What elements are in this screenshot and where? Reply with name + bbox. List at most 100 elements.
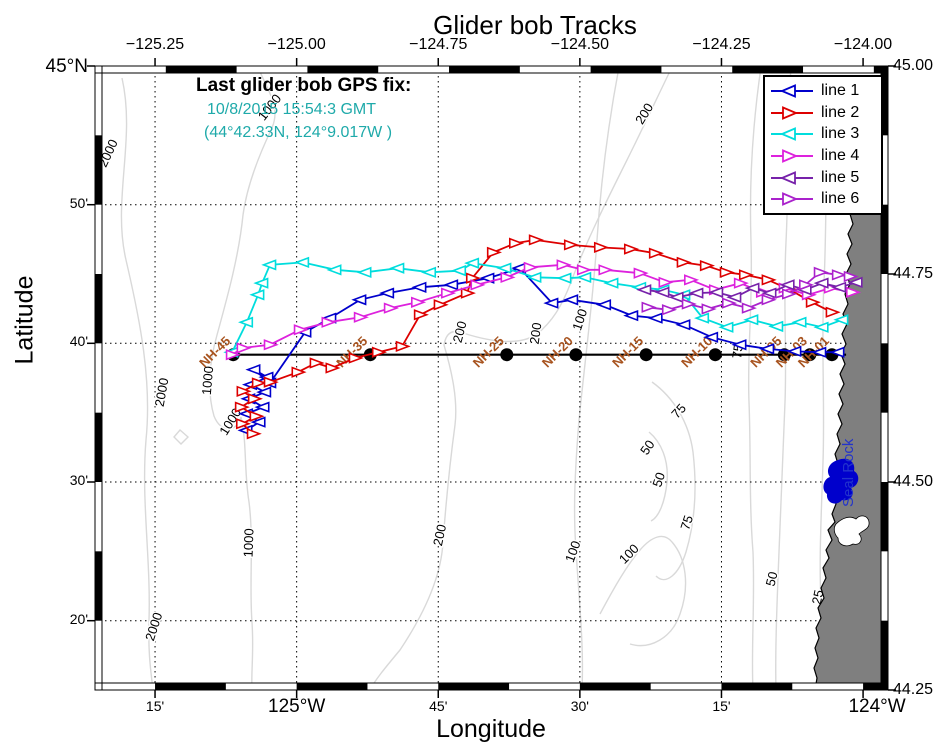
glider-track-line-5 xyxy=(636,276,863,303)
x-axis-label: Longitude xyxy=(436,715,546,743)
glider-track-line-4 xyxy=(225,259,862,361)
left-tick-label: 30' xyxy=(69,472,88,488)
right-triangle-marker-icon xyxy=(719,266,735,278)
depth-contour-label: 1000 xyxy=(241,528,257,557)
left-triangle-marker-icon xyxy=(603,277,619,289)
top-tick-label: −125.25 xyxy=(125,36,185,53)
bathymetry-contours xyxy=(120,66,830,690)
right-triangle-marker-icon xyxy=(684,274,700,286)
left-triangle-marker-icon xyxy=(563,294,579,306)
left-triangle-marker-icon xyxy=(779,279,795,291)
right-triangle-marker-icon xyxy=(235,418,252,430)
right-triangle-marker-icon xyxy=(623,243,640,255)
left-triangle-marker-icon xyxy=(718,321,734,333)
right-triangle-marker-icon xyxy=(395,340,411,353)
left-triangle-marker-icon xyxy=(623,309,639,322)
seal-rock-marker xyxy=(823,458,859,504)
left-triangle-marker-icon xyxy=(688,287,704,299)
right-triangle-marker-icon xyxy=(523,261,539,273)
right-tick-label: 44.50 xyxy=(893,473,934,490)
legend-line-sample xyxy=(771,105,813,120)
depth-contour-label: 2000 xyxy=(152,377,172,408)
left-triangle-marker-icon xyxy=(847,276,863,288)
gps-fix-position: (44°42.33N, 124°9.017W ) xyxy=(204,124,393,141)
right-triangle-marker-icon xyxy=(593,241,610,254)
right-triangle-marker-icon xyxy=(699,260,715,272)
right-triangle-marker-icon xyxy=(246,428,262,440)
left-triangle-marker-icon xyxy=(761,287,777,299)
right-triangle-marker-icon xyxy=(846,286,862,298)
left-triangle-marker-icon xyxy=(831,281,847,293)
legend-label: line 4 xyxy=(821,146,860,164)
legend-label: line 1 xyxy=(821,81,860,99)
legend: line 1 line 2 line 3 line 4 line 5 line 6 xyxy=(763,75,883,215)
seal-rock-label: Seal Rock xyxy=(840,438,857,507)
right-triangle-marker-icon xyxy=(598,264,614,276)
left-triangle-marker-icon xyxy=(829,346,845,358)
bottom-tick-label: 30' xyxy=(570,698,589,714)
right-triangle-marker-icon xyxy=(782,288,798,300)
left-triangle-icon xyxy=(779,127,796,142)
top-tick-label: −124.50 xyxy=(550,36,609,53)
y-axis-label: Latitude xyxy=(10,275,39,365)
left-triangle-marker-icon xyxy=(451,265,467,277)
left-triangle-marker-icon xyxy=(675,319,691,331)
left-tick-label: 40' xyxy=(69,333,88,350)
depth-contour-label: 1000 xyxy=(199,366,216,396)
depth-contour xyxy=(573,66,620,690)
right-triangle-marker-icon xyxy=(293,324,309,336)
left-triangle-marker-icon xyxy=(261,259,277,271)
left-triangle-marker-icon xyxy=(294,256,310,269)
left-triangle-marker-icon xyxy=(596,299,612,311)
left-triangle-marker-icon xyxy=(813,277,829,289)
left-triangle-marker-icon xyxy=(693,312,710,324)
depth-contour xyxy=(599,535,687,647)
left-triangle-marker-icon xyxy=(811,346,827,358)
right-triangle-marker-icon xyxy=(325,362,341,374)
left-triangle-marker-icon xyxy=(726,291,742,303)
bottom-tick-label: 45' xyxy=(429,698,448,714)
right-triangle-marker-icon xyxy=(508,237,525,249)
right-triangle-marker-icon xyxy=(236,385,252,397)
right-triangle-marker-icon xyxy=(263,339,279,351)
right-triangle-icon xyxy=(782,105,799,120)
depth-contour-label: 100 xyxy=(562,539,584,565)
right-triangle-marker-icon xyxy=(433,299,449,311)
right-triangle-marker-icon xyxy=(321,316,337,328)
depth-contour-label: 200 xyxy=(430,523,449,547)
left-triangle-marker-icon xyxy=(786,345,802,358)
left-triangle-marker-icon xyxy=(420,266,437,278)
depth-contour-label: 75 xyxy=(668,401,689,422)
left-triangle-marker-icon xyxy=(813,321,829,333)
left-triangle-marker-icon xyxy=(526,271,542,283)
legend-entry-line-3: line 3 xyxy=(769,123,875,145)
legend-line-sample xyxy=(771,170,813,185)
right-triangle-marker-icon xyxy=(701,303,717,315)
top-tick-label: −124.00 xyxy=(833,36,893,53)
right-triangle-marker-icon xyxy=(563,239,580,251)
left-tick-label: 50' xyxy=(69,194,88,211)
right-triangle-marker-icon xyxy=(733,277,749,289)
left-triangle-marker-icon xyxy=(668,291,684,303)
left-triangle-icon xyxy=(779,170,796,185)
seal-rock: Seal Rock xyxy=(823,438,859,507)
right-triangle-marker-icon xyxy=(500,271,516,283)
depth-contour xyxy=(651,381,696,581)
right-triangle-marker-icon xyxy=(761,294,777,306)
left-triangle-marker-icon xyxy=(768,320,784,333)
right-triangle-marker-icon xyxy=(460,287,476,299)
bottom-tick-label: 124°W xyxy=(848,696,906,717)
right-triangle-marker-icon xyxy=(648,247,664,259)
glider-tracks xyxy=(223,234,863,440)
estuary-inlet xyxy=(833,515,870,547)
right-triangle-marker-icon xyxy=(681,298,697,310)
right-triangle-marker-icon xyxy=(236,342,252,354)
left-triangle-marker-icon xyxy=(464,257,480,269)
right-triangle-marker-icon xyxy=(353,311,369,323)
legend-entry-line-1: line 1 xyxy=(769,80,875,102)
left-triangle-marker-icon xyxy=(636,284,652,296)
map-frame xyxy=(87,58,896,698)
right-triangle-marker-icon xyxy=(825,306,841,318)
left-triangle-marker-icon xyxy=(654,286,670,298)
